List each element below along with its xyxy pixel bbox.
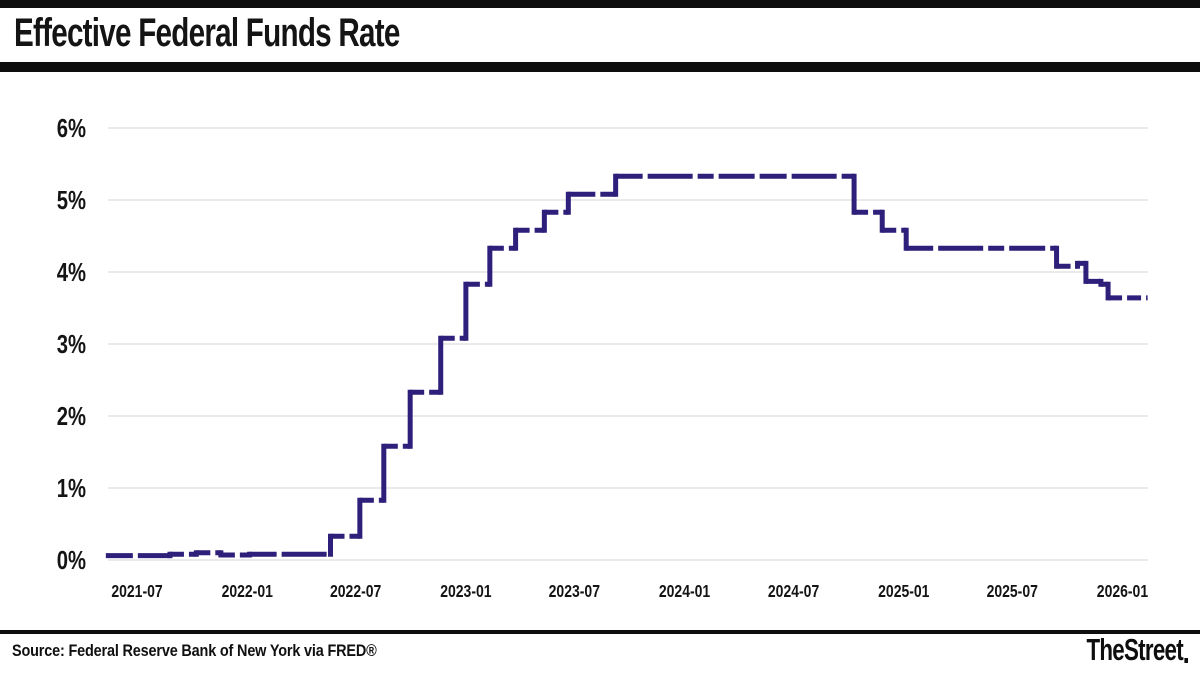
x-tick-label: 2025-01	[878, 583, 929, 602]
y-tick-label: 1%	[57, 474, 87, 503]
x-tick-label: 2024-01	[659, 583, 710, 602]
x-tick-label: 2021-07	[111, 583, 162, 602]
y-tick-label: 3%	[57, 330, 87, 359]
y-tick-label: 5%	[57, 186, 87, 215]
source-attribution: Source: Federal Reserve Bank of New York…	[12, 641, 377, 660]
x-tick-label: 2022-07	[330, 583, 381, 602]
footer-rule-bar	[0, 630, 1200, 634]
y-tick-label: 4%	[57, 258, 87, 287]
page-title: Effective Federal Funds Rate	[14, 11, 400, 55]
x-tick-label: 2023-07	[549, 583, 600, 602]
title-rule-bar	[0, 62, 1200, 72]
x-tick-label: 2022-01	[222, 583, 273, 602]
x-tick-label: 2025-07	[987, 583, 1038, 602]
x-tick-label: 2023-01	[440, 583, 491, 602]
x-tick-label: 2024-07	[768, 583, 819, 602]
y-tick-label: 2%	[57, 402, 87, 431]
brand-logo-text: TheStreet	[1086, 632, 1183, 667]
top-rule-bar	[0, 0, 1200, 8]
brand-logo-dot	[1184, 658, 1188, 663]
y-tick-label: 6%	[57, 114, 87, 143]
brand-logo: TheStreet	[1086, 634, 1188, 665]
y-tick-label: 0%	[57, 546, 87, 575]
x-tick-label: 2026-01	[1097, 583, 1148, 602]
